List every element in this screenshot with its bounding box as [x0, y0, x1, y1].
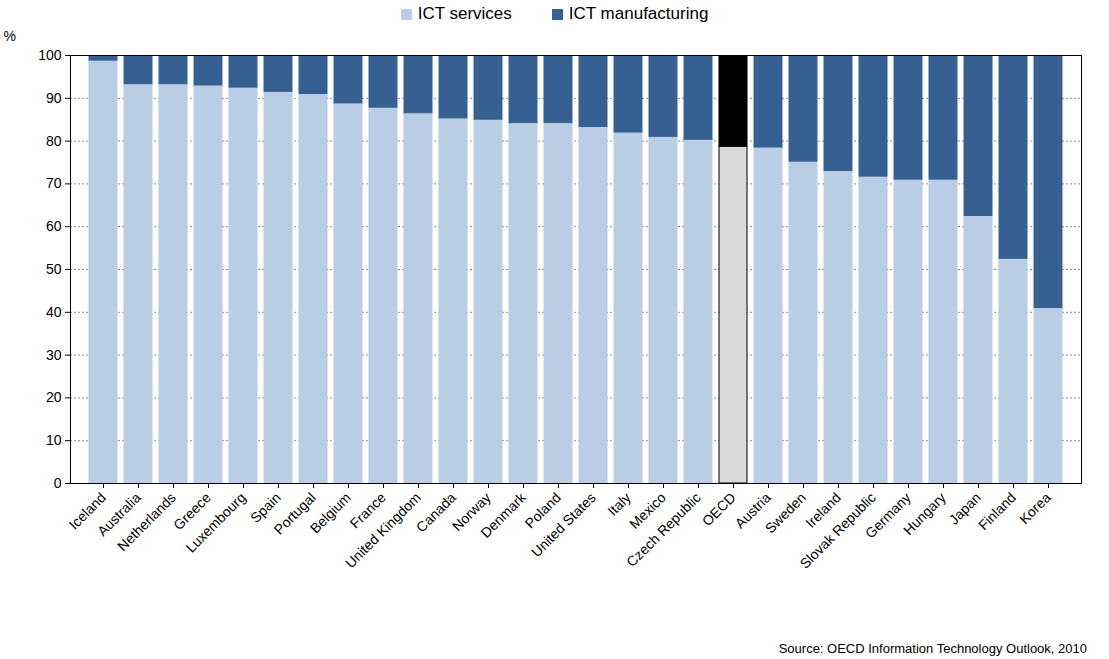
svg-text:70: 70 — [46, 175, 62, 191]
svg-text:United Kingdom: United Kingdom — [342, 489, 424, 571]
svg-text:Denmark: Denmark — [477, 489, 529, 541]
svg-text:Iceland: Iceland — [65, 489, 109, 533]
svg-text:Luxembourg: Luxembourg — [182, 489, 248, 555]
svg-text:Slovak Republic: Slovak Republic — [796, 489, 879, 572]
svg-text:40: 40 — [46, 304, 62, 320]
svg-text:Finland: Finland — [975, 489, 1019, 533]
svg-text:Austria: Austria — [731, 489, 774, 532]
html-text:ICT services: ICT services — [417, 4, 512, 23]
svg-text:20: 20 — [46, 389, 62, 405]
svg-text:Netherlands: Netherlands — [114, 489, 179, 554]
svg-text:Poland: Poland — [521, 489, 564, 532]
svg-text:France: France — [346, 489, 389, 532]
svg-text:Japan: Japan — [945, 489, 984, 528]
svg-text:Belgium: Belgium — [307, 489, 354, 536]
svg-text:50: 50 — [46, 261, 62, 277]
svg-text:Greece: Greece — [170, 489, 214, 534]
svg-text:30: 30 — [46, 347, 62, 363]
svg-text:Korea: Korea — [1016, 489, 1054, 527]
svg-text:Sweden: Sweden — [762, 489, 809, 536]
svg-text:OECD: OECD — [699, 489, 739, 529]
svg-text:Germany: Germany — [861, 489, 914, 542]
svg-text:%: % — [4, 28, 16, 44]
html-text:Source: OECD Information Techn: Source: OECD Information Technology Outl… — [778, 641, 1087, 656]
html-text:ICT manufacturing: ICT manufacturing — [568, 4, 709, 23]
svg-text:Czech Republic: Czech Republic — [623, 489, 704, 570]
svg-text:10: 10 — [46, 432, 62, 448]
svg-text:Portugal: Portugal — [270, 489, 319, 538]
svg-text:Canada: Canada — [413, 489, 459, 535]
svg-text:80: 80 — [46, 133, 62, 149]
svg-text:Spain: Spain — [247, 489, 284, 526]
svg-text:90: 90 — [46, 90, 62, 106]
svg-text:Italy: Italy — [604, 489, 633, 518]
svg-text:Australia: Australia — [94, 489, 144, 540]
svg-text:60: 60 — [46, 218, 62, 234]
svg-text:Ireland: Ireland — [802, 489, 844, 531]
svg-text:Hungary: Hungary — [900, 489, 949, 538]
svg-text:100: 100 — [38, 47, 62, 63]
svg-text:Norway: Norway — [448, 489, 494, 535]
svg-text:United States: United States — [528, 489, 599, 560]
svg-text:Mexico: Mexico — [626, 489, 669, 532]
svg-text:0: 0 — [54, 475, 62, 491]
